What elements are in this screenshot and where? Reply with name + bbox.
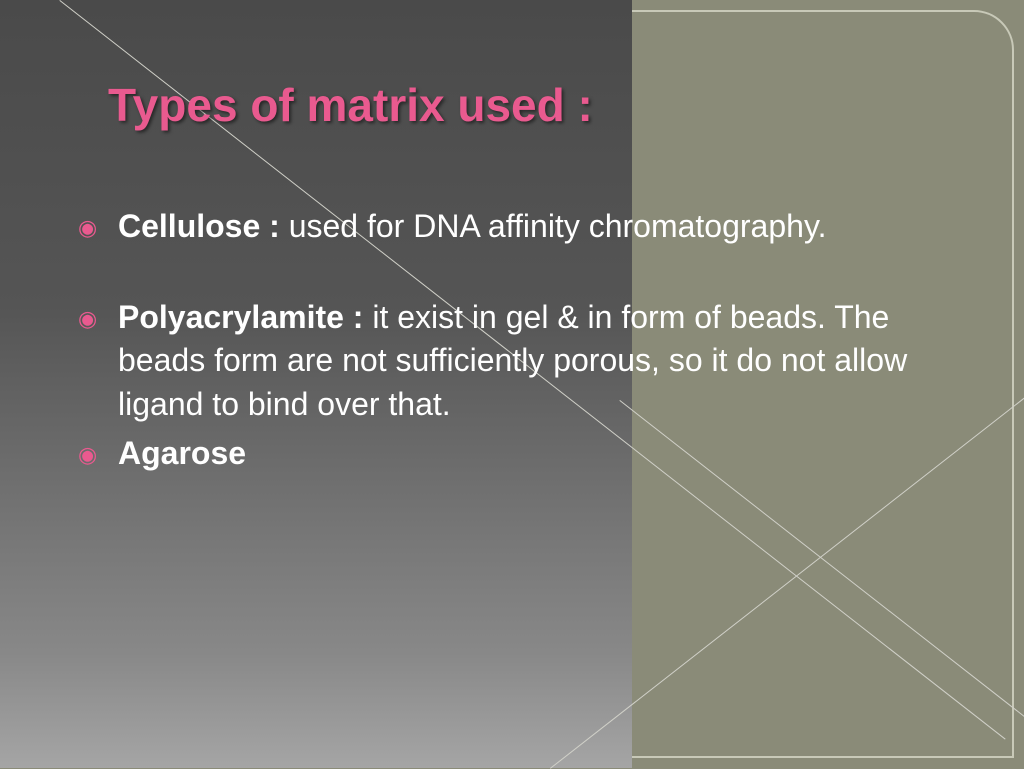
bullet-icon: ◉: [78, 296, 118, 334]
bullet-icon: ◉: [78, 432, 118, 470]
bullet-agarose: ◉ Agarose: [78, 432, 964, 475]
bullet-lead: Agarose: [118, 435, 246, 471]
content-area: ◉ Cellulose : used for DNA affinity chro…: [78, 205, 964, 523]
bullet-lead: Polyacrylamite :: [118, 299, 372, 335]
bullet-polyacrylamite: ◉ Polyacrylamite : it exist in gel & in …: [78, 296, 964, 426]
slide-title: Types of matrix used :: [108, 78, 593, 132]
bullet-icon: ◉: [78, 205, 118, 243]
bullet-text: Polyacrylamite : it exist in gel & in fo…: [118, 296, 964, 426]
bullet-cellulose: ◉ Cellulose : used for DNA affinity chro…: [78, 205, 964, 248]
bullet-text: Agarose: [118, 432, 964, 475]
bullet-rest: used for DNA affinity chromatography.: [289, 208, 827, 244]
bullet-text: Cellulose : used for DNA affinity chroma…: [118, 205, 964, 248]
bullet-lead: Cellulose :: [118, 208, 289, 244]
